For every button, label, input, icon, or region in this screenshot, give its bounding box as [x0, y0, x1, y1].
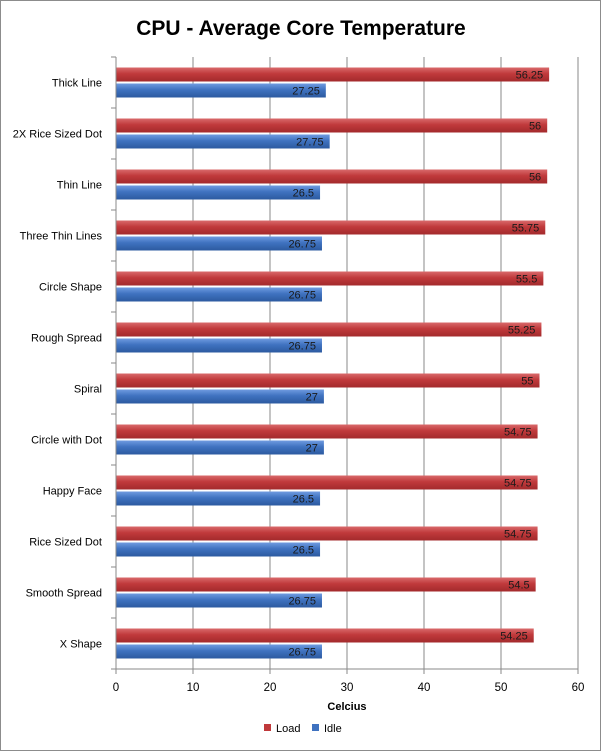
- category-label: Three Thin Lines: [20, 231, 103, 243]
- data-label-load: 55.25: [508, 325, 536, 337]
- x-tick-label: 40: [418, 682, 431, 694]
- category-label: Circle with Dot: [31, 435, 102, 447]
- x-tick-label: 30: [341, 682, 354, 694]
- bar-load: [116, 628, 534, 643]
- data-label-idle: 26.5: [293, 188, 314, 200]
- bar-idle: [116, 644, 322, 659]
- data-label-load: 56.25: [516, 70, 544, 82]
- data-label-idle: 27.25: [292, 86, 320, 98]
- bar-load: [116, 577, 536, 592]
- bar-idle: [116, 185, 321, 200]
- category-label: Happy Face: [43, 486, 102, 498]
- bar-idle: [116, 338, 322, 353]
- x-tick-label: 0: [113, 682, 119, 694]
- legend-swatch-load: [264, 724, 271, 731]
- bar-load: [116, 118, 548, 133]
- bar-idle: [116, 593, 322, 608]
- category-label: Rough Spread: [31, 333, 102, 345]
- category-label: Rice Sized Dot: [29, 537, 102, 549]
- category-label: X Shape: [60, 639, 102, 651]
- data-label-idle: 26.75: [288, 596, 316, 608]
- data-label-load: 54.5: [508, 580, 529, 592]
- category-label: Smooth Spread: [26, 588, 102, 600]
- legend-label-idle: Idle: [324, 723, 342, 735]
- bar-load: [116, 271, 544, 286]
- data-label-load: 55.5: [516, 274, 537, 286]
- category-label: Thick Line: [52, 78, 102, 90]
- data-label-idle: 26.75: [288, 290, 316, 302]
- data-label-idle: 27.75: [296, 137, 324, 149]
- data-label-load: 55: [521, 376, 533, 388]
- bar-load: [116, 67, 550, 82]
- legend-swatch-idle: [312, 724, 319, 731]
- bar-idle: [116, 83, 326, 98]
- bar-load: [116, 424, 538, 439]
- chart-title: CPU - Average Core Temperature: [136, 17, 466, 40]
- data-label-load: 54.75: [504, 427, 532, 439]
- x-tick-label: 60: [572, 682, 585, 694]
- x-tick-label: 10: [187, 682, 200, 694]
- bars-layer: [116, 67, 550, 659]
- data-label-idle: 26.5: [293, 545, 314, 557]
- legend-label-load: Load: [276, 723, 300, 735]
- data-labels-layer: 56.25 27.25 56 27.75 56 26.5 55.75 26.75 55.5 26.…: [288, 70, 543, 659]
- x-tick-label: 50: [495, 682, 508, 694]
- data-label-load: 54.25: [500, 631, 528, 643]
- data-label-load: 54.75: [504, 478, 532, 490]
- bar-idle: [116, 287, 322, 302]
- x-tick-label: 20: [264, 682, 277, 694]
- bar-idle: [116, 389, 324, 404]
- data-label-idle: 26.75: [288, 239, 316, 251]
- category-label: 2X Rice Sized Dot: [13, 129, 102, 141]
- data-label-idle: 26.75: [288, 647, 316, 659]
- bar-load: [116, 220, 546, 235]
- bar-idle: [116, 542, 321, 557]
- x-axis-title: Celcius: [327, 701, 366, 713]
- data-label-load: 55.75: [512, 223, 540, 235]
- bar-idle: [116, 236, 322, 251]
- data-label-load: 54.75: [504, 529, 532, 541]
- data-label-idle: 27: [306, 443, 318, 455]
- category-label: Thin Line: [57, 180, 102, 192]
- bar-idle: [116, 491, 321, 506]
- bar-load: [116, 322, 542, 337]
- data-label-load: 56: [529, 172, 541, 184]
- category-label: Spiral: [74, 384, 102, 396]
- bar-idle: [116, 134, 330, 149]
- bar-idle: [116, 440, 324, 455]
- data-label-idle: 26.5: [293, 494, 314, 506]
- data-label-idle: 27: [306, 392, 318, 404]
- bar-load: [116, 169, 548, 184]
- category-labels: Thick Line 2X Rice Sized Dot Thin Line Thre…: [13, 78, 103, 651]
- bar-load: [116, 475, 538, 490]
- gridlines: [192, 57, 579, 669]
- bar-load: [116, 526, 538, 541]
- axes: 0 10 20 30 40 50 60: [111, 56, 585, 694]
- bar-load: [116, 373, 540, 388]
- category-label: Circle Shape: [39, 282, 102, 294]
- data-label-idle: 26.75: [288, 341, 316, 353]
- legend: Load Idle: [264, 723, 342, 735]
- data-label-load: 56: [529, 121, 541, 133]
